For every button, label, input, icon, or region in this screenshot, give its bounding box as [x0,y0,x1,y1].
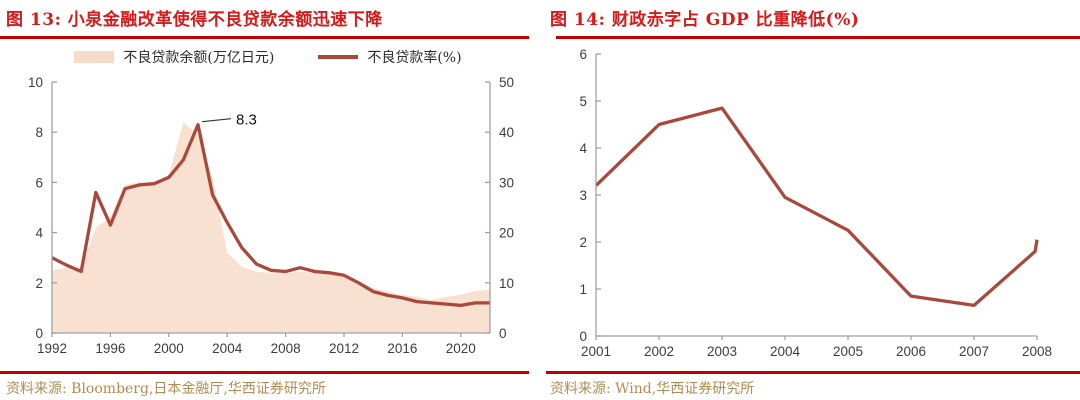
right-axis-tick-label: 20 [499,226,514,241]
legend-line-label: 不良贷款率(%) [367,50,462,66]
legend-line-swatch [318,55,359,59]
legend-area-swatch [74,51,115,63]
figure-13-legend: 不良贷款余额(万亿日元) 不良贷款率(%) [0,47,536,67]
x-axis-tick-label: 2020 [446,341,476,356]
x-axis-tick-label: 2001 [581,344,611,359]
title-underline [0,36,529,39]
left-axis-tick-label: 2 [579,235,587,250]
x-axis-tick-label: 2003 [707,344,737,359]
npl-ratio-line [51,123,490,308]
x-axis-tick-label: 2005 [833,344,863,359]
left-axis-tick-label: 4 [579,141,587,156]
right-axis-tick-label: 0 [499,326,507,341]
figure-13-panel: 图 13: 小泉金融改革使得不良贷款余额迅速下降 不良贷款余额(万亿日元) 不良… [0,0,536,400]
figure-14-source: 资料来源: Wind,华西证券研究所 [550,381,755,397]
deficit-gdp-line [594,106,1039,308]
x-axis-tick-label: 2007 [959,344,989,359]
source-divider [0,371,529,374]
left-axis-tick-label: 6 [579,47,587,62]
title-underline [556,36,1080,39]
figure-13-title: 图 13: 小泉金融改革使得不良贷款余额迅速下降 [6,10,383,30]
x-axis-tick-label: 1992 [37,341,67,356]
legend-area-label: 不良贷款余额(万亿日元) [123,50,275,66]
right-axis-tick-label: 10 [499,276,514,291]
source-divider [546,371,1080,374]
peak-value-annotation: 8.3 [236,112,257,129]
x-axis-tick-label: 2008 [1022,344,1052,359]
npl-balance-area [52,122,490,333]
left-axis-tick-label: 6 [35,175,43,190]
x-axis-tick-label: 2012 [329,341,359,356]
left-axis-tick-label: 2 [35,276,43,291]
npl-chart: 0 2 4 6 8 10 0 10 20 30 40 50 1992 1996 2000 2004 2008 20… [28,75,514,356]
x-axis-tick-label: 2002 [644,344,674,359]
left-axis-tick-label: 1 [579,282,587,297]
left-axis-tick-label: 0 [35,326,43,341]
right-axis-tick-label: 50 [499,75,514,90]
x-axis-tick-label: 2000 [154,341,184,356]
right-axis-tick-label: 40 [499,125,514,140]
x-axis-tick-label: 2006 [896,344,926,359]
left-axis-tick-label: 0 [579,329,587,344]
left-axis-tick-label: 4 [35,226,43,241]
left-axis-tick-label: 3 [579,188,587,203]
left-axis-tick-label: 5 [579,94,587,109]
right-axis-tick-label: 30 [499,175,514,190]
figure-14-title: 图 14: 财政赤字占 GDP 比重降低(%) [550,10,860,30]
annotation-connector [201,118,232,123]
figure-13-source: 资料来源: Bloomberg,日本金融厅,华西证券研究所 [6,381,326,397]
x-axis-tick-label: 2008 [271,341,301,356]
x-axis-tick-label: 2016 [387,341,417,356]
left-axis-tick-label: 10 [28,75,43,90]
left-axis-tick-label: 8 [35,125,43,140]
deficit-chart: 0 1 2 3 4 5 6 2001 2002 2003 2004 2005 2006 2007 2008 [579,47,1052,359]
x-axis-tick-label: 2004 [770,344,801,359]
x-axis-tick-label: 2004 [212,341,243,356]
figure-14-panel: 图 14: 财政赤字占 GDP 比重降低(%) 0 1 2 3 4 5 6 2001 2002 2… [544,0,1080,400]
x-axis-tick-label: 1996 [95,341,125,356]
